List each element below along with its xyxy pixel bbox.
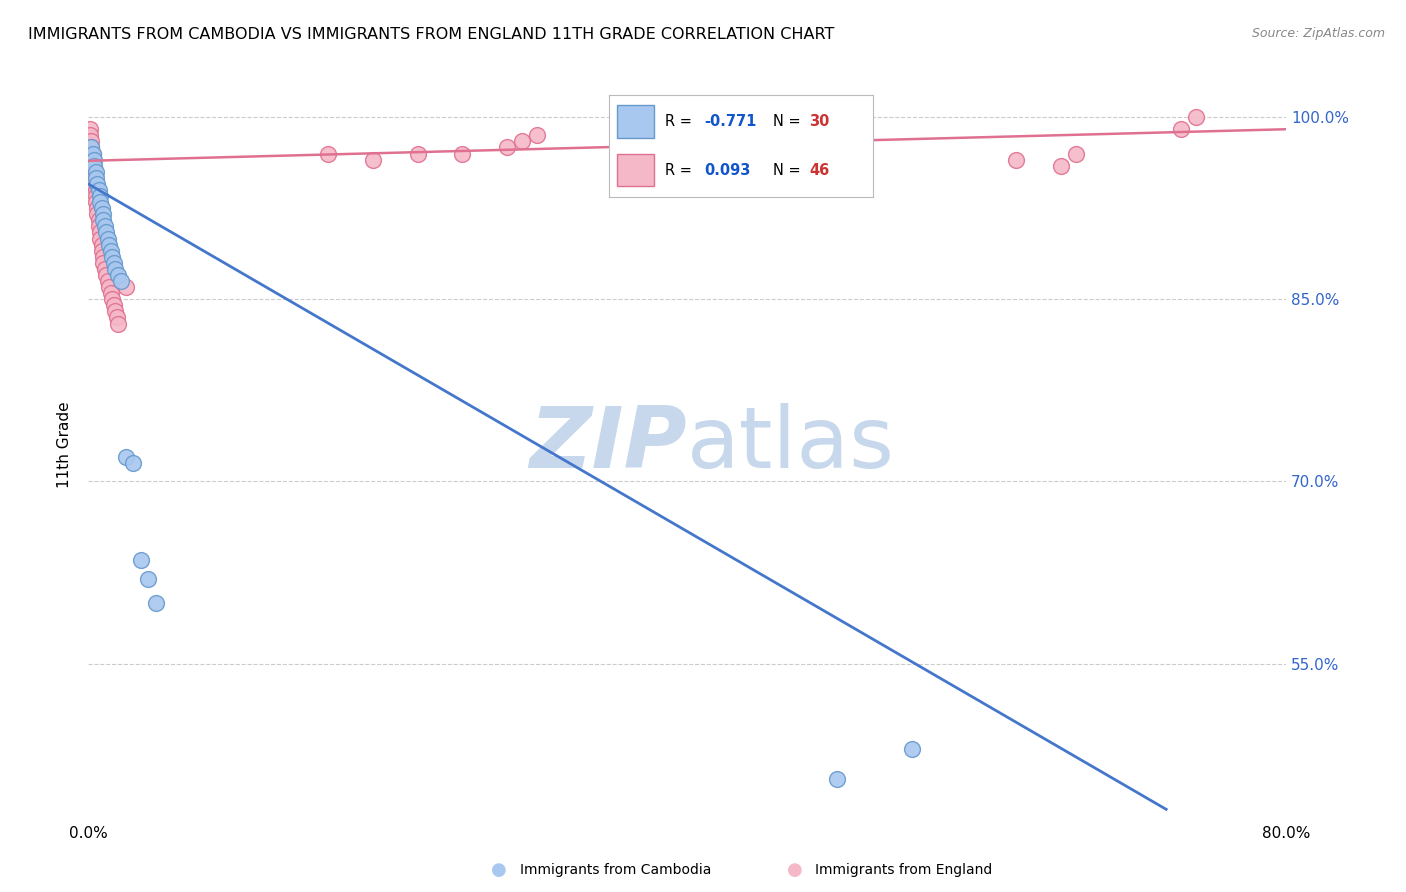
Point	[82, 159, 104, 173]
Point	[91, 207, 114, 221]
Point	[1170, 122, 1192, 136]
Point	[406, 146, 429, 161]
Point	[136, 572, 159, 586]
Point	[84, 183, 107, 197]
Point	[89, 226, 111, 240]
Point	[90, 201, 112, 215]
Point	[122, 456, 145, 470]
Point	[107, 317, 129, 331]
Point	[90, 237, 112, 252]
Point	[86, 207, 108, 221]
Point	[1005, 153, 1028, 167]
Text: atlas: atlas	[688, 403, 896, 486]
Point	[83, 170, 105, 185]
Point	[84, 165, 107, 179]
Y-axis label: 11th Grade: 11th Grade	[58, 401, 72, 488]
Point	[1066, 146, 1088, 161]
Point	[79, 122, 101, 136]
Point	[103, 298, 125, 312]
Point	[97, 231, 120, 245]
Point	[98, 237, 121, 252]
Point	[145, 596, 167, 610]
Point	[100, 286, 122, 301]
Point	[900, 741, 922, 756]
Point	[83, 165, 105, 179]
Point	[89, 231, 111, 245]
Point	[87, 219, 110, 234]
Point	[103, 256, 125, 270]
Point	[1185, 110, 1208, 124]
Point	[91, 250, 114, 264]
Text: Source: ZipAtlas.com: Source: ZipAtlas.com	[1251, 27, 1385, 40]
Point	[94, 268, 117, 282]
Text: IMMIGRANTS FROM CAMBODIA VS IMMIGRANTS FROM ENGLAND 11TH GRADE CORRELATION CHART: IMMIGRANTS FROM CAMBODIA VS IMMIGRANTS F…	[28, 27, 835, 42]
Point	[86, 177, 108, 191]
Point	[100, 244, 122, 258]
Point	[84, 170, 107, 185]
Point	[93, 219, 115, 234]
Point	[1050, 159, 1073, 173]
Point	[83, 153, 105, 167]
Point	[114, 450, 136, 464]
Point	[80, 140, 103, 154]
Point	[89, 189, 111, 203]
Point	[98, 280, 121, 294]
Point	[825, 772, 848, 786]
Point	[110, 274, 132, 288]
Point	[91, 213, 114, 227]
Point	[82, 146, 104, 161]
Point	[80, 140, 103, 154]
Point	[84, 195, 107, 210]
Point	[451, 146, 474, 161]
Point	[86, 201, 108, 215]
Point	[101, 292, 124, 306]
Point	[87, 183, 110, 197]
Point	[89, 195, 111, 210]
Point	[90, 244, 112, 258]
Point	[80, 135, 103, 149]
Point	[101, 250, 124, 264]
Point	[93, 261, 115, 276]
Point	[94, 226, 117, 240]
Point	[83, 159, 105, 173]
Point	[526, 128, 548, 143]
Point	[79, 128, 101, 143]
Text: ZIP: ZIP	[530, 403, 688, 486]
Point	[83, 177, 105, 191]
Point	[129, 553, 152, 567]
Point	[316, 146, 339, 161]
Point	[107, 268, 129, 282]
Point	[104, 304, 127, 318]
Point	[87, 213, 110, 227]
Text: ●: ●	[786, 861, 803, 879]
Point	[82, 153, 104, 167]
Point	[104, 261, 127, 276]
Point	[361, 153, 384, 167]
Point	[82, 146, 104, 161]
Text: Immigrants from Cambodia: Immigrants from Cambodia	[520, 863, 711, 877]
Point	[114, 280, 136, 294]
Point	[496, 140, 519, 154]
Point	[105, 310, 128, 325]
Point	[512, 135, 534, 149]
Text: ●: ●	[491, 861, 508, 879]
Point	[91, 256, 114, 270]
Point	[97, 274, 120, 288]
Point	[84, 189, 107, 203]
Text: Immigrants from England: Immigrants from England	[815, 863, 993, 877]
